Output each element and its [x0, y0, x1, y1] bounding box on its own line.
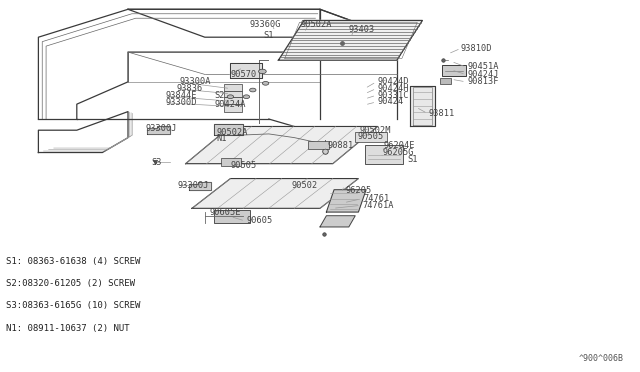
- Text: 90505: 90505: [357, 132, 383, 141]
- Polygon shape: [320, 216, 355, 227]
- Text: 93300A: 93300A: [179, 77, 211, 86]
- Text: S2: S2: [214, 92, 225, 100]
- Circle shape: [227, 95, 234, 99]
- Text: 90424D: 90424D: [378, 77, 409, 86]
- Circle shape: [262, 81, 269, 85]
- Text: 90605E: 90605E: [210, 208, 241, 217]
- Polygon shape: [189, 182, 211, 190]
- Polygon shape: [410, 86, 435, 126]
- Text: 90424: 90424: [378, 97, 404, 106]
- Text: 93811: 93811: [429, 109, 455, 118]
- Text: 96205G: 96205G: [383, 148, 414, 157]
- Text: 93844E: 93844E: [165, 92, 196, 100]
- Text: 90502M: 90502M: [360, 126, 391, 135]
- Text: 74761: 74761: [364, 194, 390, 203]
- Bar: [224, 91, 242, 97]
- Polygon shape: [147, 126, 170, 134]
- Polygon shape: [230, 63, 262, 78]
- Text: 74761A: 74761A: [362, 201, 394, 210]
- Text: 90502: 90502: [291, 181, 317, 190]
- Text: S1: 08363-61638 (4) SCREW: S1: 08363-61638 (4) SCREW: [6, 257, 141, 266]
- Text: 90502A: 90502A: [216, 128, 248, 137]
- Bar: [221, 158, 241, 166]
- Text: S2:08320-61205 (2) SCREW: S2:08320-61205 (2) SCREW: [6, 279, 136, 288]
- Text: 93836: 93836: [177, 84, 203, 93]
- Text: N1: 08911-10637 (2) NUT: N1: 08911-10637 (2) NUT: [6, 324, 130, 333]
- Bar: [308, 141, 329, 149]
- Circle shape: [243, 95, 250, 99]
- Text: 93810D: 93810D: [461, 44, 492, 53]
- Bar: [355, 132, 387, 142]
- Polygon shape: [326, 190, 366, 212]
- Bar: [365, 145, 403, 164]
- Text: 90605: 90605: [246, 217, 273, 225]
- Text: 93403: 93403: [349, 25, 375, 34]
- Text: S3: S3: [151, 158, 161, 167]
- Text: 93300J: 93300J: [178, 181, 209, 190]
- Bar: [440, 78, 451, 84]
- Polygon shape: [192, 179, 358, 208]
- Bar: [224, 97, 242, 104]
- Text: 90424J: 90424J: [467, 70, 499, 79]
- Text: S1: S1: [264, 31, 274, 40]
- Text: 90505: 90505: [230, 161, 257, 170]
- Text: 93300D: 93300D: [165, 98, 196, 107]
- Bar: [214, 210, 250, 223]
- Polygon shape: [214, 124, 243, 135]
- Text: 90331C: 90331C: [378, 91, 409, 100]
- Text: 93300J: 93300J: [146, 124, 177, 133]
- Bar: [442, 65, 466, 76]
- Text: 90502A: 90502A: [301, 20, 332, 29]
- Text: ^900^006B: ^900^006B: [579, 354, 624, 363]
- Polygon shape: [278, 20, 422, 60]
- Bar: [224, 104, 242, 112]
- Text: 90570: 90570: [230, 70, 257, 79]
- Text: S1: S1: [407, 155, 417, 164]
- Text: 93360G: 93360G: [250, 20, 281, 29]
- Text: 96204E: 96204E: [384, 141, 415, 150]
- Text: N1: N1: [216, 134, 227, 143]
- Text: 90424H: 90424H: [378, 84, 409, 93]
- Text: S3:08363-6165G (10) SCREW: S3:08363-6165G (10) SCREW: [6, 301, 141, 310]
- Text: 90424A: 90424A: [214, 100, 246, 109]
- Circle shape: [259, 69, 266, 74]
- Text: 90813F: 90813F: [467, 77, 499, 86]
- Text: 96205: 96205: [346, 186, 372, 195]
- Polygon shape: [186, 126, 378, 164]
- Text: 90881: 90881: [328, 141, 354, 150]
- Circle shape: [250, 88, 256, 92]
- Bar: [224, 84, 242, 91]
- Text: 90451A: 90451A: [467, 62, 499, 71]
